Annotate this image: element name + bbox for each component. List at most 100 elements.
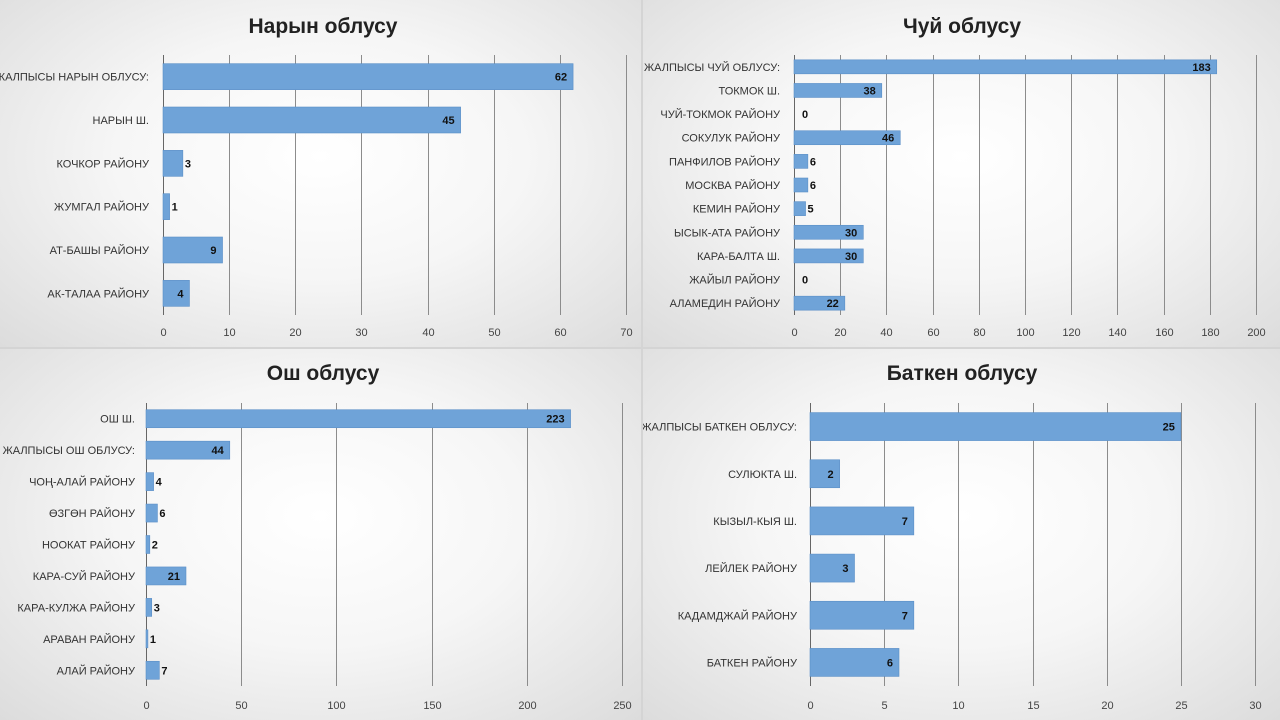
- naryn-bar: [162, 236, 223, 264]
- naryn-x-tick-label: 60: [554, 327, 566, 339]
- osh-value-label: 21: [168, 571, 180, 583]
- chui-value-label: 6: [810, 156, 816, 168]
- naryn-x-tick-label: 50: [488, 327, 500, 339]
- naryn-chart-panel: Нарын облусу 0 10 20 30 40 50 60 70 ЖАЛПЫСЫ НАРЫН…: [0, 0, 641, 347]
- osh-bar: [145, 598, 153, 617]
- naryn-x-tick-label: 30: [355, 327, 367, 339]
- naryn-chart-title: Нарын облусу: [249, 15, 398, 38]
- chui-bar: [793, 59, 1218, 75]
- batken-x-tick-label: 20: [1101, 700, 1113, 712]
- chui-category-label: ЖАЛПЫСЫ ЧУЙ ОБЛУСУ:: [644, 61, 780, 74]
- batken-value-label: 7: [902, 610, 908, 622]
- naryn-category-label: ЖАЛПЫСЫ НАРЫН ОБЛУСУ:: [0, 72, 149, 84]
- batken-category-label: БАТКЕН РАЙОНУ: [707, 656, 798, 669]
- chui-x-tick-label: 40: [880, 327, 892, 339]
- naryn-x-tick-label: 70: [620, 327, 632, 339]
- chui-value-label: 6: [810, 180, 816, 192]
- osh-x-tick-label: 200: [518, 700, 536, 712]
- osh-bar: [145, 503, 158, 523]
- batken-category-label: КАДАМДЖАЙ РАЙОНУ: [678, 609, 798, 622]
- chui-bar: [793, 83, 883, 98]
- naryn-bar: [162, 150, 184, 177]
- osh-x-tick-label: 150: [423, 700, 441, 712]
- chui-x-tick-label: 20: [834, 327, 846, 339]
- chui-value-label: 30: [845, 251, 857, 263]
- batken-value-label: 2: [828, 469, 834, 481]
- chui-value-label: 0: [802, 109, 808, 121]
- osh-category-label: КАРА-СУЙ РАЙОНУ: [33, 570, 136, 583]
- chui-x-tick-label: 200: [1247, 327, 1265, 339]
- chui-x-tick-label: 120: [1062, 327, 1080, 339]
- osh-category-label: ӨЗГӨН РАЙОНУ: [49, 507, 136, 520]
- batken-value-label: 6: [887, 657, 893, 669]
- osh-x-tick-label: 0: [143, 700, 149, 712]
- osh-value-label: 3: [154, 602, 160, 614]
- batken-x-tick-label: 5: [881, 700, 887, 712]
- batken-x-tick-label: 15: [1027, 700, 1039, 712]
- osh-bar: [145, 535, 151, 554]
- naryn-x-tick-label: 0: [160, 327, 166, 339]
- batken-x-tick-label: 10: [952, 700, 964, 712]
- osh-value-label: 223: [546, 414, 564, 426]
- chui-category-label: КЕМИН РАЙОНУ: [693, 203, 781, 216]
- batken-bar: [809, 648, 900, 677]
- chui-value-label: 38: [864, 85, 876, 97]
- chui-category-label: СОКУЛУК РАЙОНУ: [682, 132, 781, 145]
- chui-bar: [793, 224, 864, 240]
- chui-bar: [793, 201, 806, 216]
- chui-category-label: КАРА-БАЛТА Ш.: [697, 251, 780, 263]
- osh-value-label: 44: [212, 445, 225, 457]
- osh-category-label: ЖАЛПЫСЫ ОШ ОБЛУСУ:: [3, 445, 135, 457]
- naryn-category-label: НАРЫН Ш.: [93, 115, 150, 127]
- chui-bar: [793, 130, 901, 146]
- chui-bar: [793, 154, 809, 169]
- naryn-bar: [162, 63, 574, 90]
- naryn-value-label: 62: [555, 72, 567, 84]
- osh-bar: [145, 660, 160, 680]
- batken-x-tick-label: 25: [1175, 700, 1187, 712]
- chui-category-label: ТОКМОК Ш.: [718, 85, 780, 97]
- chui-bar: [793, 295, 846, 311]
- batken-x-tick-label: 30: [1249, 700, 1261, 712]
- osh-bar: [145, 566, 187, 586]
- batken-value-label: 7: [902, 516, 908, 528]
- osh-x-tick-label: 100: [327, 700, 345, 712]
- naryn-bar: [162, 280, 190, 307]
- chui-category-label: ПАНФИЛОВ РАЙОНУ: [669, 155, 781, 168]
- osh-x-tick-label: 250: [613, 700, 631, 712]
- chui-value-label: 0: [802, 275, 808, 287]
- osh-category-label: ОШ Ш.: [100, 414, 135, 426]
- chui-x-tick-label: 0: [791, 327, 797, 339]
- batken-bar: [809, 459, 840, 489]
- chui-x-tick-label: 180: [1201, 327, 1219, 339]
- batken-value-label: 3: [842, 563, 848, 575]
- chui-x-tick-label: 100: [1016, 327, 1034, 339]
- chui-value-label: 5: [808, 204, 814, 216]
- batken-category-label: ЛЕЙЛЕК РАЙОНУ: [705, 562, 798, 575]
- chui-category-label: АЛАМЕДИН РАЙОНУ: [670, 297, 781, 310]
- batken-bar: [809, 506, 915, 536]
- naryn-value-label: 1: [172, 202, 178, 214]
- chui-x-tick-label: 140: [1108, 327, 1126, 339]
- osh-bar: [145, 472, 154, 491]
- chui-x-tick-label: 60: [927, 327, 939, 339]
- naryn-category-label: АТ-БАШЫ РАЙОНУ: [50, 244, 150, 257]
- osh-category-label: АРАВАН РАЙОНУ: [43, 633, 136, 646]
- chui-x-tick-label: 160: [1155, 327, 1173, 339]
- chui-category-label: МОСКВА РАЙОНУ: [685, 179, 781, 192]
- osh-bar: [145, 409, 571, 429]
- naryn-chart: Нарын облусу 0 10 20 30 40 50 60 70 ЖАЛПЫСЫ НАРЫН…: [0, 15, 633, 339]
- batken-chart-panel: Баткен облусу 0 5 10 15 20 25 30 ЖАЛПЫСЫ БАТКЕН …: [643, 349, 1280, 720]
- chui-category-label: ЫСЫК-АТА РАЙОНУ: [674, 226, 781, 239]
- naryn-value-label: 3: [185, 158, 191, 170]
- naryn-bar: [162, 193, 170, 220]
- batken-chart: Баткен облусу 0 5 10 15 20 25 30 ЖАЛПЫСЫ БАТКЕН …: [643, 362, 1262, 712]
- chui-value-label: 22: [827, 298, 839, 310]
- batken-category-label: КЫЗЫЛ-КЫЯ Ш.: [713, 516, 797, 528]
- osh-value-label: 7: [161, 665, 167, 677]
- chui-bar: [793, 177, 809, 193]
- naryn-x-tick-label: 10: [223, 327, 235, 339]
- batken-x-tick-label: 0: [807, 700, 813, 712]
